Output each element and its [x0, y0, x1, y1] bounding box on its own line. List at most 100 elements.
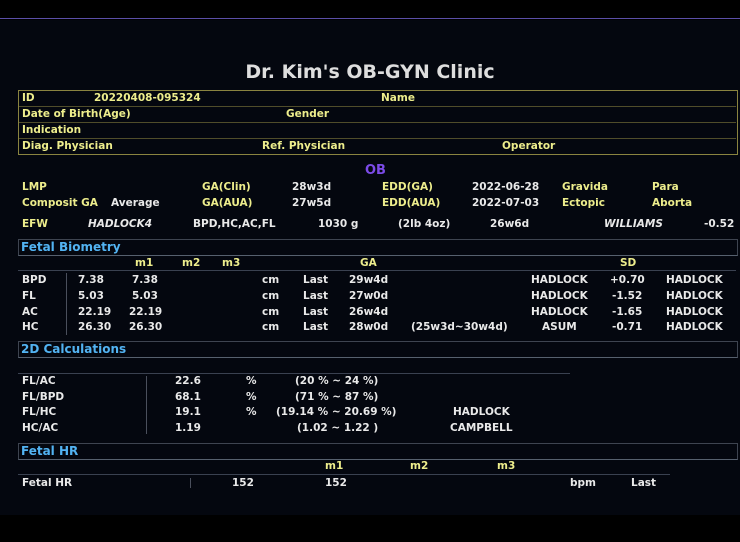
biometry-unit: cm	[262, 274, 280, 286]
ga-clin-label: GA(Clin)	[202, 181, 251, 193]
aborta-label: Aborta	[652, 197, 693, 209]
calc-value: 22.6	[175, 375, 201, 387]
divider	[146, 376, 147, 434]
biometry-name: AC	[22, 306, 38, 318]
efw-pounds: (2lb 4oz)	[398, 218, 451, 230]
biometry-mode: Last	[303, 274, 329, 286]
gravida-label: Gravida	[562, 181, 608, 193]
col-sd-header: SD	[620, 257, 637, 269]
biometry-method: HADLOCK	[531, 306, 588, 318]
biometry-sd: -1.65	[612, 306, 643, 318]
biometry-value: 22.19	[78, 306, 112, 318]
calc-name: FL/BPD	[22, 391, 65, 403]
divider	[190, 478, 191, 488]
ga-aua-label: GA(AUA)	[202, 197, 253, 209]
biometry-ga: 28w0d	[349, 321, 389, 333]
biometry-mode: Last	[303, 321, 329, 333]
report-screen	[0, 20, 740, 515]
divider	[66, 273, 67, 335]
col-m2-header: m2	[182, 257, 201, 269]
fetal-hr-header-bar	[18, 443, 738, 460]
gender-label: Gender	[286, 108, 330, 120]
id-value: 20220408-095324	[94, 92, 201, 104]
calc-range: (20 % ~ 24 %)	[295, 375, 379, 387]
fetal-hr-unit: bpm	[570, 477, 596, 489]
calc-range: (1.02 ~ 1.22 )	[297, 422, 379, 434]
biometry-method: HADLOCK	[531, 274, 588, 286]
biometry-ref: HADLOCK	[666, 321, 723, 333]
biometry-unit: cm	[262, 321, 280, 333]
ob-heading: OB	[365, 163, 386, 178]
composit-ga-value: Average	[111, 197, 160, 209]
fetal-biometry-header-bar	[18, 239, 738, 256]
biometry-value: 26.30	[78, 321, 112, 333]
biometry-method: HADLOCK	[531, 290, 588, 302]
hr-col-m1-header: m1	[325, 460, 344, 472]
calc-range: (19.14 % ~ 20.69 %)	[276, 406, 397, 418]
calc-unit: %	[246, 391, 257, 403]
id-label: ID	[22, 92, 35, 104]
edd-aua-value: 2022-07-03	[472, 197, 540, 209]
col-m1-header: m1	[135, 257, 154, 269]
operator-label: Operator	[502, 140, 556, 152]
calc-value: 19.1	[175, 406, 201, 418]
edd-ga-label: EDD(GA)	[382, 181, 433, 193]
edd-ga-value: 2022-06-28	[472, 181, 540, 193]
biometry-mode: Last	[303, 290, 329, 302]
efw-params: BPD,HC,AC,FL	[193, 218, 276, 230]
calc-name: FL/AC	[22, 375, 56, 387]
biometry-ga: 27w0d	[349, 290, 389, 302]
divider	[18, 474, 670, 475]
biometry-ref: HADLOCK	[666, 274, 723, 286]
fetal-hr-value: 152	[232, 477, 254, 489]
calc-name: FL/HC	[22, 406, 57, 418]
biometry-name: FL	[22, 290, 36, 302]
efw-ga: 26w6d	[490, 218, 530, 230]
biometry-sd: +0.70	[610, 274, 645, 286]
efw-author: WILLIAMS	[604, 218, 663, 230]
top-divider	[0, 18, 740, 19]
calc-unit: %	[246, 406, 257, 418]
fetal-hr-mode: Last	[631, 477, 657, 489]
lmp-label: LMP	[22, 181, 47, 193]
divider	[18, 270, 736, 271]
clinic-title: Dr. Kim's OB-GYN Clinic	[245, 61, 495, 83]
diag-physician-label: Diag. Physician	[22, 140, 113, 152]
biometry-m1: 7.38	[132, 274, 158, 286]
calc-value: 68.1	[175, 391, 201, 403]
fetal-hr-m1: 152	[325, 477, 347, 489]
divider	[19, 138, 736, 139]
biometry-range: (25w3d~30w4d)	[411, 321, 508, 333]
efw-sd: -0.52	[704, 218, 735, 230]
divider	[19, 122, 736, 123]
biometry-mode: Last	[303, 306, 329, 318]
fetal-biometry-heading: Fetal Biometry	[21, 240, 121, 254]
biometry-m1: 22.19	[129, 306, 163, 318]
fetal-hr-heading: Fetal HR	[21, 444, 79, 458]
name-label: Name	[381, 92, 415, 104]
efw-grams: 1030 g	[318, 218, 359, 230]
calc-ref: HADLOCK	[453, 406, 510, 418]
biometry-unit: cm	[262, 306, 280, 318]
efw-method: HADLOCK4	[88, 218, 153, 230]
biometry-value: 7.38	[78, 274, 104, 286]
biometry-ga: 26w4d	[349, 306, 389, 318]
calculations-header-bar	[18, 341, 738, 358]
biometry-name: HC	[22, 321, 39, 333]
calc-range: (71 % ~ 87 %)	[295, 391, 379, 403]
biometry-sd: -0.71	[612, 321, 643, 333]
ga-clin-value: 28w3d	[292, 181, 332, 193]
indication-label: Indication	[22, 124, 82, 136]
calc-value: 1.19	[175, 422, 201, 434]
fetal-hr-name: Fetal HR	[22, 477, 73, 489]
biometry-m1: 5.03	[132, 290, 158, 302]
biometry-ga: 29w4d	[349, 274, 389, 286]
divider	[19, 106, 736, 107]
ga-aua-value: 27w5d	[292, 197, 332, 209]
calculations-heading: 2D Calculations	[21, 342, 127, 356]
biometry-name: BPD	[22, 274, 47, 286]
col-ga-header: GA	[360, 257, 377, 269]
para-label: Para	[652, 181, 679, 193]
edd-aua-label: EDD(AUA)	[382, 197, 441, 209]
divider	[18, 373, 570, 374]
